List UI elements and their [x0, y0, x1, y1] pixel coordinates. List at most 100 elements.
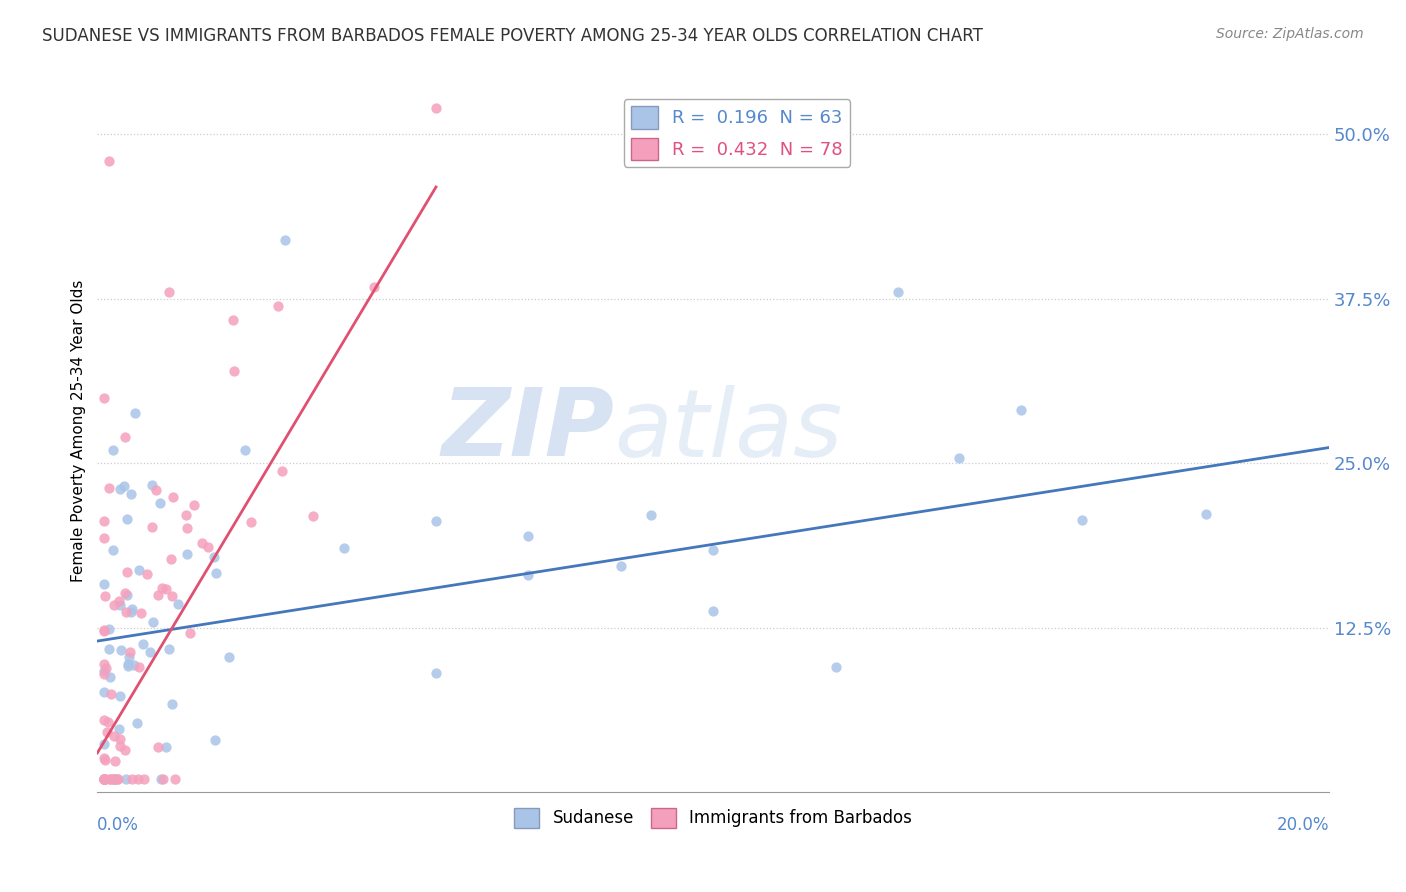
Point	[1010, 403, 1032, 417]
Point	[93, 514, 115, 528]
Point	[148, 740, 170, 755]
Point	[1194, 507, 1216, 521]
Point	[640, 508, 662, 523]
Point	[204, 733, 226, 747]
Point	[93, 772, 115, 787]
Point	[204, 566, 226, 580]
Point	[120, 487, 142, 501]
Point	[107, 722, 129, 736]
Point	[114, 605, 136, 619]
Legend: Sudanese, Immigrants from Barbados: Sudanese, Immigrants from Barbados	[508, 801, 918, 835]
Point	[93, 685, 115, 699]
Text: 20.0%: 20.0%	[1277, 815, 1329, 834]
Point	[363, 280, 385, 294]
Point	[103, 772, 125, 787]
Point	[117, 659, 139, 673]
Point	[103, 772, 125, 787]
Point	[114, 430, 136, 444]
Point	[160, 697, 183, 711]
Point	[93, 657, 115, 671]
Y-axis label: Female Poverty Among 25-34 Year Olds: Female Poverty Among 25-34 Year Olds	[72, 279, 86, 582]
Point	[152, 581, 174, 595]
Point	[115, 565, 138, 579]
Point	[93, 737, 115, 751]
Point	[702, 542, 724, 557]
Point	[163, 772, 186, 787]
Point	[222, 364, 245, 378]
Point	[93, 772, 115, 787]
Point	[93, 772, 115, 787]
Point	[134, 772, 156, 787]
Point	[179, 626, 201, 640]
Point	[97, 714, 120, 729]
Point	[517, 567, 540, 582]
Point	[110, 643, 132, 657]
Point	[93, 624, 115, 639]
Point	[222, 313, 245, 327]
Point	[128, 659, 150, 673]
Point	[218, 649, 240, 664]
Point	[332, 541, 354, 556]
Point	[121, 772, 143, 787]
Point	[104, 772, 127, 787]
Point	[94, 661, 117, 675]
Point	[94, 590, 117, 604]
Point	[157, 285, 180, 300]
Point	[100, 687, 122, 701]
Point	[94, 753, 117, 767]
Point	[103, 729, 125, 743]
Point	[124, 406, 146, 420]
Point	[176, 548, 198, 562]
Point	[162, 491, 184, 505]
Point	[103, 598, 125, 612]
Point	[1071, 513, 1094, 527]
Point	[103, 772, 125, 787]
Point	[131, 606, 153, 620]
Point	[233, 443, 256, 458]
Point	[302, 508, 325, 523]
Point	[101, 442, 124, 457]
Point	[274, 233, 297, 247]
Point	[98, 153, 121, 168]
Point	[96, 725, 118, 739]
Point	[517, 529, 540, 543]
Point	[114, 743, 136, 757]
Text: 0.0%: 0.0%	[97, 815, 139, 834]
Point	[197, 540, 219, 554]
Point	[609, 559, 631, 574]
Point	[122, 657, 145, 672]
Point	[887, 285, 910, 300]
Point	[112, 479, 135, 493]
Text: Source: ZipAtlas.com: Source: ZipAtlas.com	[1216, 27, 1364, 41]
Point	[103, 543, 125, 558]
Point	[104, 754, 127, 768]
Point	[121, 602, 143, 616]
Point	[105, 772, 128, 787]
Point	[93, 772, 115, 787]
Point	[166, 597, 188, 611]
Point	[93, 664, 115, 678]
Point	[98, 772, 121, 787]
Point	[125, 715, 148, 730]
Text: atlas: atlas	[614, 385, 842, 476]
Point	[825, 660, 848, 674]
Point	[93, 666, 115, 681]
Point	[183, 498, 205, 512]
Point	[159, 641, 181, 656]
Point	[93, 772, 115, 787]
Point	[118, 650, 141, 665]
Point	[702, 604, 724, 618]
Point	[115, 588, 138, 602]
Point	[93, 772, 115, 787]
Point	[101, 772, 124, 787]
Point	[117, 657, 139, 671]
Point	[240, 515, 263, 529]
Point	[141, 477, 163, 491]
Point	[135, 567, 157, 582]
Point	[115, 511, 138, 525]
Point	[93, 751, 115, 765]
Point	[97, 622, 120, 636]
Point	[131, 637, 153, 651]
Point	[108, 689, 131, 703]
Point	[190, 536, 212, 550]
